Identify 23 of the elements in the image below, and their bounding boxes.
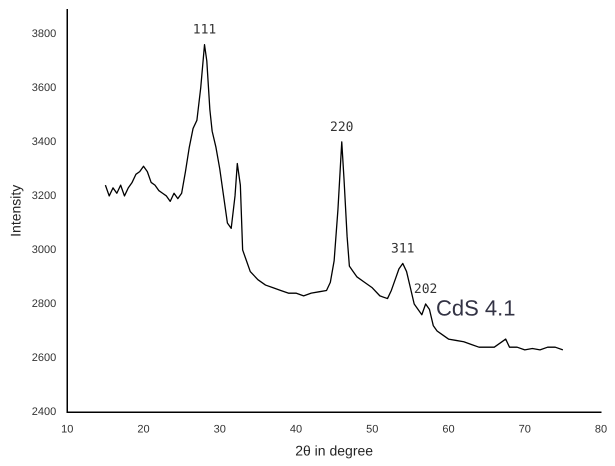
y-tick-label: 2600 bbox=[32, 352, 56, 364]
x-tick-label: 40 bbox=[290, 424, 302, 436]
x-tick-label: 70 bbox=[518, 424, 531, 436]
x-tick-label: 50 bbox=[366, 424, 378, 436]
x-tick-label: 10 bbox=[61, 424, 74, 436]
y-tick-label: 2400 bbox=[32, 406, 56, 418]
y-tick-label: 2800 bbox=[32, 298, 56, 310]
annotation: 311 bbox=[391, 241, 414, 256]
y-axis-title: Intensity bbox=[7, 184, 24, 237]
x-tick-label: 60 bbox=[442, 424, 455, 436]
y-tick-label: 3400 bbox=[32, 136, 56, 148]
annotation: 202 bbox=[414, 282, 438, 297]
y-tick-label: 3000 bbox=[32, 244, 56, 256]
x-tick-label: 80 bbox=[594, 424, 608, 436]
annotation: CdS 4.1 bbox=[436, 295, 516, 320]
y-tick-label: 3800 bbox=[32, 28, 56, 40]
y-tick-label: 3600 bbox=[32, 82, 56, 94]
annotation: 111 bbox=[192, 22, 216, 38]
x-axis-title: 2θ in degree bbox=[295, 442, 374, 458]
annotation: 220 bbox=[330, 120, 354, 135]
y-tick-label: 3200 bbox=[32, 190, 56, 202]
x-tick-label: 20 bbox=[137, 424, 150, 436]
x-tick-label: 30 bbox=[214, 424, 226, 436]
